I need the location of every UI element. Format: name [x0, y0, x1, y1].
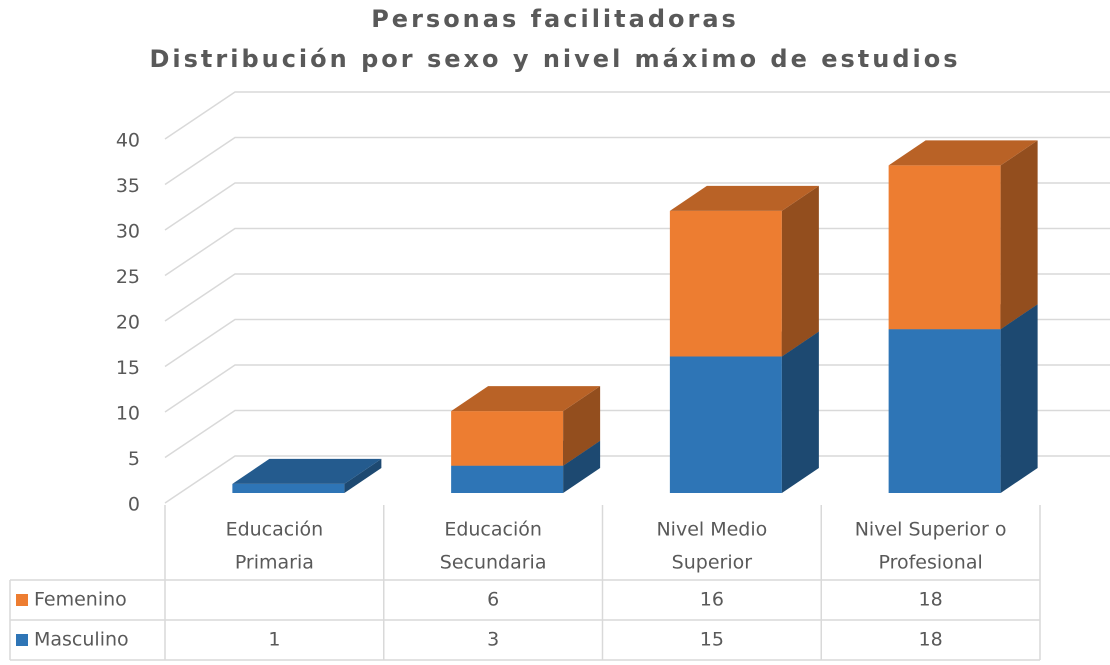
- bar-top: [669, 185, 819, 211]
- chart-title: Personas facilitadoras: [371, 5, 739, 33]
- grid-line: [164, 136, 1110, 186]
- x-tick-label: Educación: [226, 519, 324, 541]
- y-tick-label: 30: [116, 221, 140, 243]
- chart-subtitle: Distribución por sexo y nivel máximo de …: [149, 45, 960, 73]
- bar-side: [563, 440, 601, 493]
- table-value: 18: [919, 589, 943, 611]
- grid-line: [164, 91, 1110, 140]
- y-tick-label: 5: [128, 448, 140, 470]
- table-value: 15: [700, 629, 724, 651]
- bar-side: [781, 185, 819, 357]
- bar-top: [451, 386, 601, 412]
- bar-side: [344, 458, 382, 493]
- table-value: 16: [700, 589, 724, 611]
- bar-side: [1000, 140, 1038, 330]
- x-tick-label: Nivel Superior o: [855, 519, 1007, 541]
- legend-key: [16, 634, 28, 646]
- y-tick-label: 15: [116, 357, 140, 379]
- bar-side: [1000, 304, 1038, 493]
- y-tick-label: 40: [116, 130, 140, 152]
- bar: [451, 465, 564, 493]
- x-tick-label: Secundaria: [440, 552, 547, 574]
- y-tick-label: 35: [116, 175, 140, 197]
- bar: [888, 329, 1001, 493]
- legend-label: Femenino: [34, 589, 127, 611]
- legend-label: Masculino: [34, 629, 129, 651]
- y-tick-label: 0: [128, 494, 140, 516]
- bar: [451, 411, 564, 466]
- x-tick-label: Educación: [444, 519, 542, 541]
- y-tick-label: 25: [116, 266, 140, 288]
- bar: [669, 210, 782, 357]
- table-value: 6: [487, 589, 499, 611]
- grid-line: [164, 182, 1110, 231]
- x-tick-label: Profesional: [878, 552, 982, 574]
- table-value: 18: [919, 629, 943, 651]
- table-value: 3: [487, 629, 499, 651]
- bar: [888, 165, 1001, 330]
- bar-top: [232, 458, 382, 484]
- bar-top: [888, 140, 1038, 166]
- table-value: 1: [268, 629, 280, 651]
- bar-side: [563, 386, 601, 466]
- legend-key: [16, 594, 28, 606]
- bar-side: [781, 331, 819, 493]
- x-tick-label: Nivel Medio: [656, 519, 767, 541]
- x-tick-label: Primaria: [235, 552, 314, 574]
- y-tick-label: 20: [116, 312, 140, 334]
- bar: [232, 483, 345, 493]
- bar: [669, 356, 782, 493]
- y-tick-label: 10: [116, 403, 140, 425]
- x-tick-label: Superior: [672, 552, 753, 574]
